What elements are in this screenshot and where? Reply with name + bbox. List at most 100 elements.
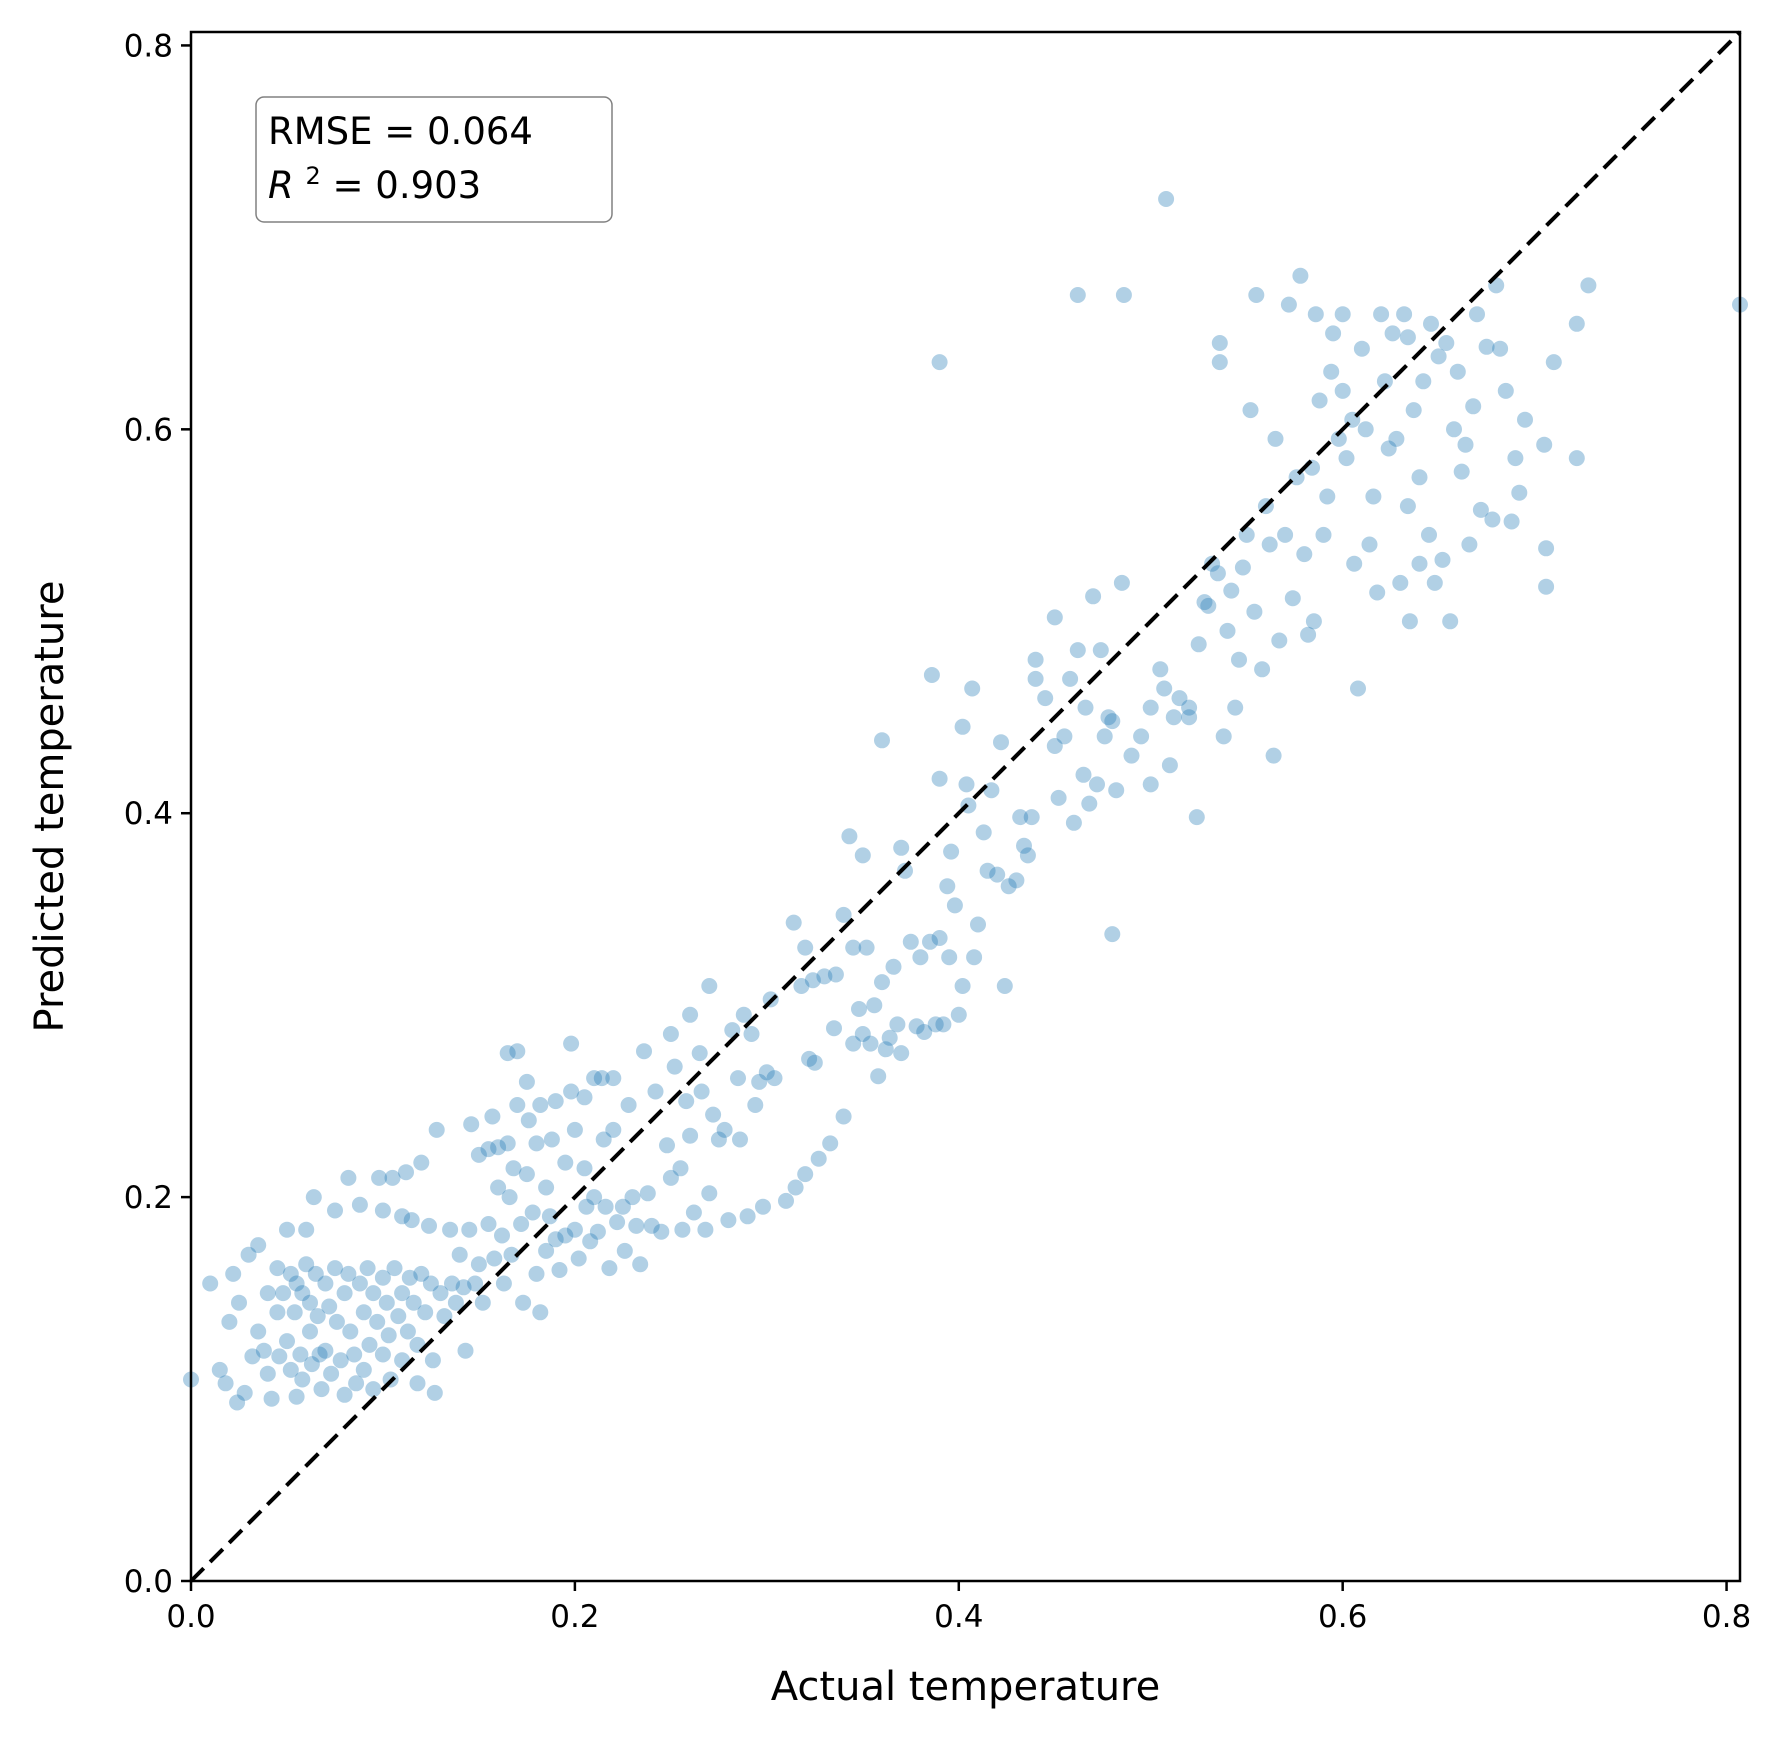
y-axis-title: Predicted temperature [27, 581, 73, 1033]
data-point [964, 680, 981, 697]
data-point [1023, 809, 1040, 826]
data-point [1069, 287, 1086, 303]
data-point [1401, 613, 1418, 630]
data-point [616, 1242, 633, 1259]
data-point [716, 1121, 733, 1138]
data-point [286, 1304, 303, 1321]
data-point [816, 968, 833, 985]
data-point [470, 1146, 487, 1163]
data-point [806, 1054, 823, 1071]
data-point [586, 1189, 603, 1206]
data-point [931, 770, 948, 787]
data-point [307, 1265, 324, 1282]
data-point [609, 1214, 626, 1231]
data-point [682, 1006, 699, 1023]
data-point [1430, 348, 1447, 365]
data-point [1319, 488, 1336, 505]
data-point [1016, 837, 1032, 854]
data-point [490, 1179, 507, 1196]
plot-frame [189, 30, 1742, 1583]
data-point [1223, 582, 1240, 599]
data-point [1248, 287, 1265, 303]
data-point [490, 1139, 507, 1156]
data-point [380, 1327, 397, 1344]
data-point [597, 1198, 614, 1215]
data-point [889, 1016, 906, 1033]
data-point [1315, 526, 1332, 543]
data-point [1405, 402, 1422, 419]
data-point [893, 1045, 910, 1062]
data-point [1181, 699, 1198, 716]
data-point [576, 1089, 593, 1106]
data-point [240, 1246, 257, 1263]
data-point [351, 1275, 368, 1292]
data-point [1538, 540, 1555, 557]
data-point [804, 972, 821, 989]
data-point [1392, 574, 1409, 591]
data-point [282, 1361, 299, 1378]
data-point [674, 1221, 691, 1238]
data-point [1580, 277, 1597, 294]
data-point [394, 1208, 411, 1225]
data-point [797, 1166, 814, 1183]
y-tick-label: 0.6 [124, 412, 173, 448]
data-point [1434, 551, 1451, 568]
data-point [1027, 670, 1044, 687]
data-point [950, 1006, 967, 1023]
data-point [705, 1106, 722, 1123]
data-point [659, 1137, 675, 1154]
data-point [1350, 680, 1366, 697]
data-point [336, 1386, 353, 1403]
data-point [294, 1371, 311, 1388]
data-point [666, 1058, 683, 1075]
data-point [975, 824, 992, 841]
data-point [292, 1346, 309, 1363]
data-point [1334, 382, 1351, 399]
data-point [342, 1323, 359, 1340]
data-point [1376, 373, 1393, 390]
data-point [480, 1216, 497, 1232]
data-point [653, 1223, 670, 1240]
data-point [697, 1221, 714, 1238]
data-point [1104, 926, 1121, 943]
data-point [390, 1308, 407, 1325]
data-point [1373, 306, 1390, 323]
data-point [374, 1202, 391, 1219]
y-tick-label: 0.2 [124, 1180, 173, 1216]
data-point [442, 1221, 459, 1238]
data-point [1246, 603, 1263, 620]
data-point [662, 1026, 679, 1042]
data-point [401, 1269, 418, 1286]
data-point [1075, 766, 1092, 783]
data-point [503, 1246, 520, 1263]
data-point [461, 1221, 478, 1238]
data-point [1123, 747, 1140, 764]
data-point [620, 1097, 637, 1113]
data-point [1446, 421, 1462, 438]
data-point [484, 1108, 501, 1125]
data-point [827, 966, 844, 983]
data-point [1411, 555, 1428, 572]
x-tick-label: 0.2 [550, 1599, 599, 1635]
data-point [518, 1166, 535, 1183]
data-point [1161, 757, 1178, 774]
data-point [797, 939, 814, 956]
data-point [1292, 267, 1309, 284]
data-point [1478, 338, 1495, 355]
data-point [624, 1189, 641, 1206]
data-point [845, 1035, 862, 1052]
data-point [578, 1198, 595, 1215]
data-point [501, 1189, 518, 1206]
data-point [1142, 699, 1159, 716]
data-point [1215, 728, 1232, 745]
data-point [386, 1260, 403, 1277]
data-point [1517, 411, 1533, 428]
data-point [1204, 555, 1221, 572]
data-point [211, 1361, 228, 1378]
data-point [1461, 536, 1478, 553]
data-point [1100, 709, 1117, 726]
data-point [877, 1041, 894, 1058]
data-point [810, 1150, 827, 1167]
data-point [447, 1294, 464, 1311]
r2-symbol: R [268, 164, 294, 207]
